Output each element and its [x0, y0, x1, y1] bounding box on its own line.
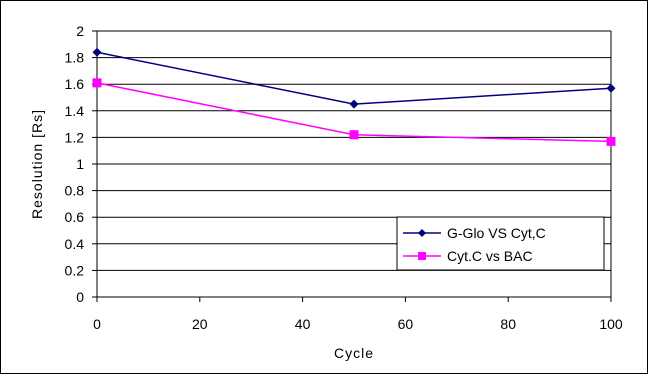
- y-tick-label-10: 2: [76, 23, 84, 39]
- x-tick-label-1: 20: [192, 316, 208, 332]
- x-tick-label-4: 80: [500, 316, 516, 332]
- x-axis-title: Cycle: [334, 345, 374, 361]
- x-tick-label-5: 100: [599, 316, 623, 332]
- series-1-point-1: [349, 130, 359, 140]
- series-layer: [92, 47, 616, 146]
- x-tick-label-0: 0: [93, 316, 101, 332]
- legend: G-Glo VS Cyt,C Cyt.C vs BAC: [396, 216, 605, 271]
- series-0-point-2: [606, 83, 616, 93]
- y-tick-label-1: 0.2: [65, 262, 85, 278]
- legend-item-1: Cyt.C vs BAC: [403, 248, 533, 264]
- y-axis-title: Resolution [Rs]: [29, 109, 45, 219]
- y-tick-label-0: 0: [76, 289, 84, 305]
- y-tick-label-7: 1.4: [65, 103, 85, 119]
- legend-label-0: G-Glo VS Cyt,C: [447, 225, 546, 241]
- series-1: [92, 78, 616, 146]
- y-tick-label-3: 0.6: [65, 209, 85, 225]
- x-tick-label-2: 40: [295, 316, 311, 332]
- series-1-point-2: [606, 136, 616, 146]
- x-tick-label-3: 60: [398, 316, 414, 332]
- y-tick-label-8: 1.6: [65, 76, 85, 92]
- y-tick-label-2: 0.4: [65, 236, 85, 252]
- series-0-point-0: [92, 47, 102, 57]
- y-tick-label-4: 0.8: [65, 183, 85, 199]
- y-tick-label-5: 1: [76, 156, 84, 172]
- y-tick-label-9: 1.8: [65, 50, 85, 66]
- legend-marker-square-icon: [418, 252, 426, 260]
- legend-label-1: Cyt.C vs BAC: [447, 248, 533, 264]
- series-1-point-0: [92, 78, 102, 88]
- y-tick-labels: 0 0.2 0.4 0.6 0.8 1 1.2 1.4 1.6 1.8 2: [65, 23, 85, 305]
- y-tick-label-6: 1.2: [65, 129, 85, 145]
- axes: [92, 30, 612, 302]
- series-0: [92, 47, 616, 109]
- x-tick-labels: 0 20 40 60 80 100: [93, 316, 623, 332]
- series-0-point-1: [349, 99, 359, 109]
- legend-item-0: G-Glo VS Cyt,C: [403, 225, 546, 241]
- legend-box: [396, 216, 605, 271]
- legend-marker-diamond-icon: [418, 229, 426, 237]
